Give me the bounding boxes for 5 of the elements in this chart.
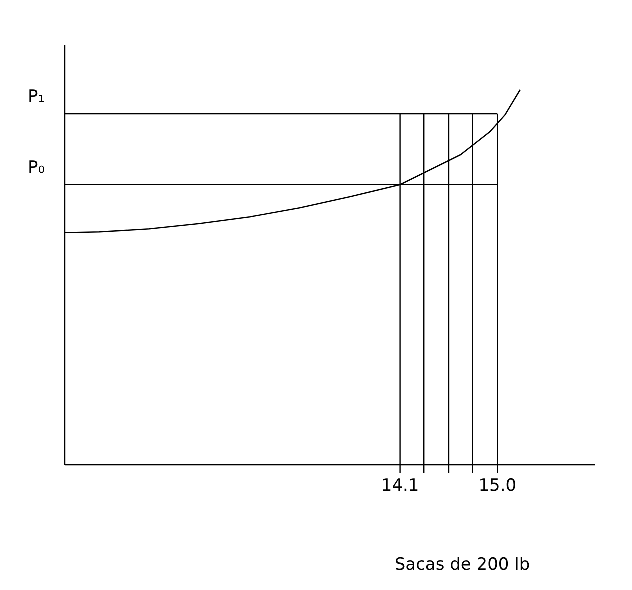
x-tick-label: 14.1: [381, 476, 420, 496]
ref-line-label: P₀: [28, 158, 46, 178]
x-tick-label: 15.0: [478, 476, 517, 496]
ref-line-label: P₁: [28, 87, 46, 107]
x-axis-title: Sacas de 200 lb: [394, 555, 530, 575]
